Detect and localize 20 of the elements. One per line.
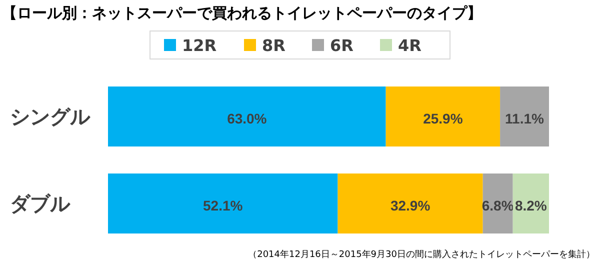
bar (386, 86, 500, 146)
legend-label: 8R (262, 36, 286, 55)
legend-label: 4R (398, 36, 422, 55)
y-tick-label: ダブル (10, 192, 71, 216)
text: （2014年12月16日～2015年9月30日の間に購入されたトイレットペーパーを集計） (248, 249, 595, 260)
data-label: 63.0% (227, 110, 268, 126)
data-label: 32.9% (390, 198, 431, 214)
data-label: 8.2% (514, 198, 548, 214)
bar (512, 174, 549, 234)
bar (108, 86, 386, 146)
data-label: 11.1% (505, 110, 545, 126)
data-label: 52.1% (203, 198, 244, 214)
bar (338, 174, 483, 234)
legend-label: 6R (330, 36, 354, 55)
y-tick-label: シングル (10, 104, 91, 128)
bar (500, 86, 549, 146)
bar (108, 174, 338, 234)
data-label: 25.9% (423, 110, 464, 126)
legend-label: 12R (182, 36, 217, 55)
chart-title: 【ロール別：ネットスーパーで買われるトイレットペーパーのタイプ】 (2, 4, 482, 22)
